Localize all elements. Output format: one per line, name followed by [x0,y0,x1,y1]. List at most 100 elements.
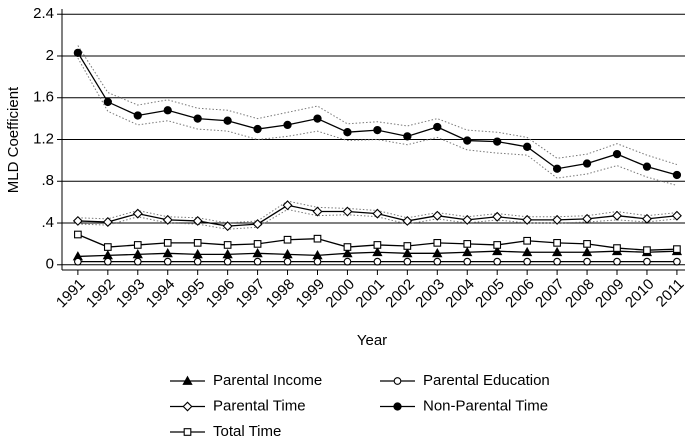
legend-label: Parental Time [213,397,306,414]
point [433,239,442,247]
point [552,164,562,173]
point [553,257,561,266]
point [133,241,142,249]
point [253,257,262,266]
point [313,234,322,243]
point [432,247,443,258]
point [403,132,412,141]
point [493,137,502,146]
point [162,247,173,258]
point [522,246,533,257]
y-tick-label: 1.2 [33,130,54,147]
y-axis-label: MLD Coefficient [5,86,22,193]
point [282,200,293,211]
legend-marker [393,377,402,385]
point [313,257,322,266]
point [73,48,83,57]
point [613,257,621,266]
point [432,210,443,221]
x-tick-label: 1998 [263,276,299,312]
x-tick-label: 2001 [352,276,388,312]
point [342,206,353,217]
x-tick-label: 1992 [83,276,119,312]
legend-marker [183,428,192,436]
point [223,241,232,249]
x-tick-label: 2004 [442,276,478,312]
x-tick-label: 2011 [653,276,688,311]
point [582,213,593,224]
point [282,249,293,259]
point [581,246,593,257]
point [132,249,143,259]
legend-marker [393,402,402,411]
ci-band [77,45,678,166]
point [493,257,502,266]
point [492,211,503,222]
y-tick-label: 2 [46,47,54,64]
point [372,246,383,257]
point [402,215,413,226]
point [523,236,532,245]
point [252,247,263,258]
x-tick-label: 2005 [472,276,508,312]
point [612,210,622,221]
point [463,257,472,266]
point [343,257,352,266]
point [462,246,473,257]
point [522,214,533,225]
point [493,241,502,249]
point [583,257,591,266]
point [641,213,652,224]
point [103,243,112,251]
point [74,230,82,239]
x-tick-label: 1996 [203,276,239,312]
point [673,245,681,253]
point [222,249,233,259]
point [373,257,382,266]
legend-marker [182,375,193,385]
point [373,125,382,135]
point [523,142,532,151]
x-tick-label: 2010 [622,276,658,312]
point [223,116,232,125]
point [342,247,353,258]
legend-label: Parental Education [423,372,550,389]
legend-label: Parental Income [213,372,322,389]
point [613,244,621,252]
point [612,149,622,159]
point [102,216,113,227]
x-axis-label: Year [357,332,387,349]
point [163,106,172,115]
point [551,246,563,257]
point [283,235,292,244]
x-tick-label: 1995 [173,276,209,312]
legend-label: Non-Parental Time [423,397,548,414]
point [582,159,592,168]
y-tick-label: 2.4 [33,5,54,22]
ci-band [77,208,677,230]
point [132,208,143,219]
x-tick-label: 2000 [322,276,358,312]
point [462,214,473,225]
legend-label: Total Time [213,423,281,440]
point [313,114,322,123]
point [74,257,82,266]
legend-marker [182,401,193,412]
x-tick-label: 2007 [532,276,568,312]
point [253,124,262,134]
x-tick-label: 1991 [53,276,89,312]
point [643,257,651,266]
point [103,257,112,266]
x-tick-label: 1994 [143,276,179,312]
point [163,239,172,247]
y-tick-label: .4 [41,214,54,231]
point [372,208,383,219]
point [193,239,202,247]
point [672,170,682,180]
point [252,219,263,230]
point [222,221,233,232]
point [193,257,202,266]
ci-band [77,57,678,186]
point [403,257,412,266]
